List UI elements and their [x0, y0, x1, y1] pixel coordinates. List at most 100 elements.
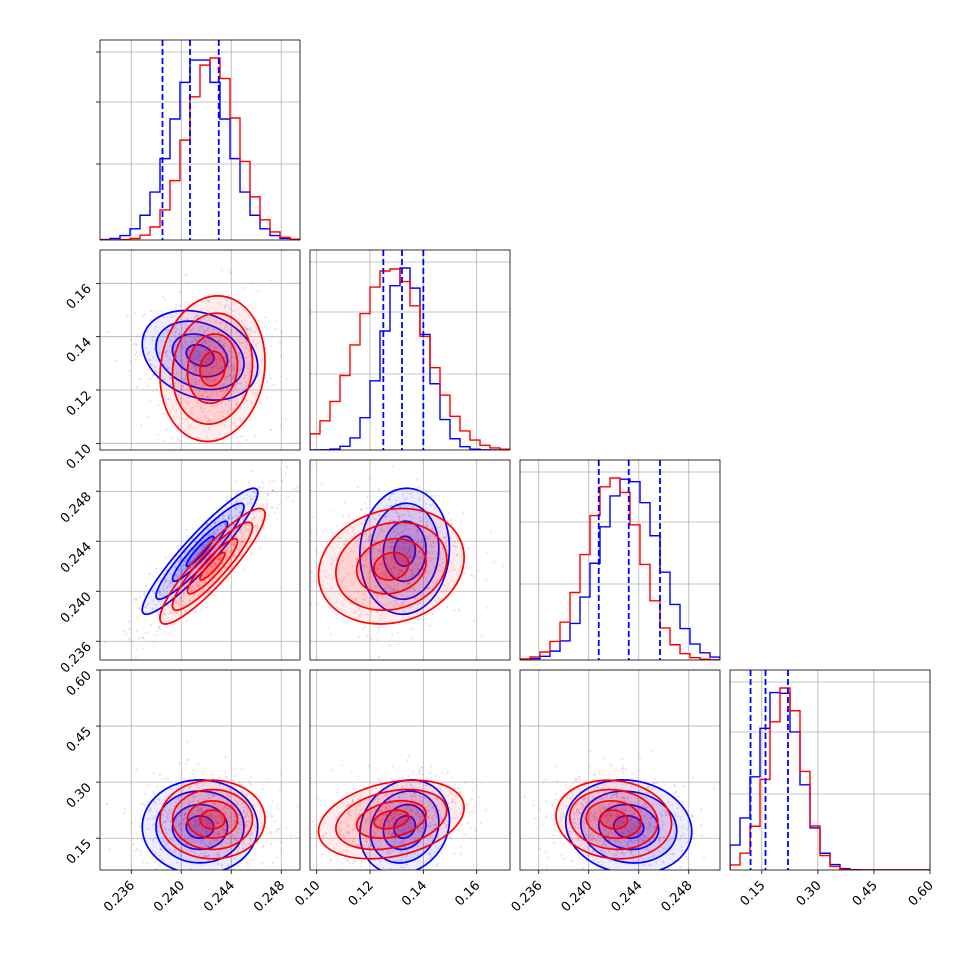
- scatter-point: [177, 547, 180, 550]
- scatter-point: [206, 554, 210, 558]
- scatter-point: [265, 536, 268, 540]
- scatter-point: [221, 514, 225, 517]
- scatter-point: [153, 348, 156, 351]
- scatter-point: [405, 497, 408, 500]
- scatter-point: [184, 816, 187, 820]
- scatter-point: [437, 569, 440, 572]
- scatter-point: [265, 396, 268, 399]
- scatter-point: [438, 849, 441, 852]
- scatter-point: [173, 315, 176, 318]
- scatter-point: [243, 538, 246, 541]
- scatter-point: [128, 638, 131, 641]
- scatter-point: [254, 826, 257, 829]
- scatter-point: [170, 315, 173, 319]
- scatter-point: [221, 395, 224, 398]
- scatter-point: [245, 327, 248, 330]
- scatter-point: [428, 552, 431, 555]
- scatter-point: [423, 547, 426, 550]
- scatter-point: [348, 513, 351, 516]
- scatter-point: [445, 545, 448, 548]
- scatter-point: [311, 515, 314, 519]
- scatter-point: [225, 388, 229, 391]
- scatter-point: [408, 514, 411, 517]
- scatter-point: [204, 348, 207, 351]
- scatter-point: [203, 330, 206, 333]
- scatter-point: [387, 564, 390, 568]
- scatter-point: [214, 326, 218, 329]
- scatter-point: [193, 594, 196, 597]
- scatter-point: [377, 572, 380, 575]
- scatter-point: [398, 547, 402, 550]
- scatter-point: [164, 556, 167, 559]
- scatter-point: [211, 392, 215, 396]
- scatter-point: [335, 600, 338, 604]
- scatter-point: [141, 636, 145, 639]
- scatter-point: [216, 372, 219, 375]
- scatter-point: [192, 366, 196, 369]
- scatter-point: [218, 558, 221, 561]
- scatter-point: [198, 353, 201, 356]
- scatter-point: [239, 356, 243, 359]
- scatter-point: [329, 563, 333, 566]
- scatter-point: [105, 802, 109, 806]
- scatter-point: [226, 550, 229, 553]
- scatter-point: [435, 582, 438, 585]
- scatter-point: [182, 379, 185, 382]
- scatter-point: [368, 535, 372, 538]
- scatter-point: [165, 579, 168, 582]
- scatter-point: [212, 327, 215, 331]
- scatter-point: [236, 345, 239, 348]
- scatter-point: [162, 412, 165, 415]
- scatter-point: [163, 377, 166, 380]
- scatter-point: [700, 808, 703, 811]
- scatter-point: [194, 371, 197, 374]
- scatter-point: [248, 354, 251, 357]
- scatter-point: [185, 416, 189, 419]
- scatter-point: [393, 605, 396, 608]
- scatter-point: [226, 399, 230, 402]
- scatter-point: [466, 822, 469, 825]
- scatter-point: [403, 523, 407, 526]
- scatter-point: [388, 498, 391, 502]
- scatter-point: [340, 764, 343, 767]
- scatter-point: [220, 402, 223, 405]
- scatter-point: [225, 776, 228, 779]
- scatter-point: [215, 361, 218, 364]
- scatter-point: [452, 541, 456, 544]
- scatter-point: [265, 825, 268, 828]
- scatter-point: [289, 834, 292, 837]
- scatter-point: [239, 435, 243, 438]
- scatter-point: [186, 388, 189, 391]
- scatter-point: [379, 602, 382, 605]
- scatter-point: [206, 523, 209, 526]
- scatter-point: [219, 321, 222, 324]
- scatter-point: [184, 376, 187, 379]
- scatter-point: [363, 502, 366, 505]
- scatter-point: [379, 527, 382, 530]
- scatter-point: [385, 603, 389, 606]
- scatter-point: [187, 402, 190, 405]
- scatter-point: [408, 549, 411, 553]
- scatter-point: [395, 602, 398, 605]
- scatter-point: [183, 339, 186, 342]
- scatter-point: [166, 402, 169, 405]
- scatter-point: [459, 791, 462, 794]
- hist-0-red-series: [100, 57, 300, 240]
- scatter-point: [149, 400, 152, 403]
- scatter-point: [208, 428, 211, 431]
- scatter-point: [264, 377, 267, 381]
- scatter-point: [209, 813, 212, 816]
- scatter-point: [328, 574, 331, 577]
- scatter-point: [185, 333, 188, 336]
- scatter-point: [227, 515, 231, 519]
- scatter-point: [143, 337, 147, 340]
- scatter-point: [182, 600, 185, 603]
- scatter-point: [204, 844, 207, 847]
- scatter-point: [157, 886, 159, 888]
- scatter-point: [137, 616, 140, 619]
- scatter-point: [427, 550, 430, 553]
- scatter-point: [390, 493, 393, 496]
- scatter-point: [176, 327, 179, 331]
- scatter-point: [209, 357, 212, 360]
- scatter-point: [156, 811, 159, 814]
